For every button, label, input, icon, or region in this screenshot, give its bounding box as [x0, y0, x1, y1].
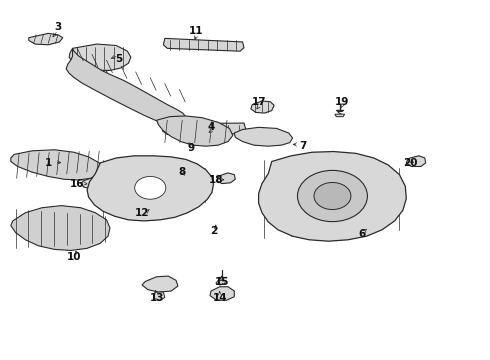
Polygon shape [11, 150, 102, 180]
Polygon shape [128, 201, 163, 216]
Text: 14: 14 [213, 293, 227, 303]
Text: 11: 11 [189, 26, 204, 36]
Polygon shape [162, 123, 246, 134]
Polygon shape [216, 280, 225, 285]
Circle shape [314, 183, 351, 210]
Polygon shape [69, 44, 131, 71]
Text: 7: 7 [299, 141, 307, 151]
Text: 13: 13 [149, 293, 164, 303]
Text: 3: 3 [54, 22, 62, 32]
Text: 20: 20 [403, 158, 417, 168]
Polygon shape [94, 71, 108, 82]
Text: 4: 4 [207, 122, 215, 132]
Polygon shape [259, 152, 406, 241]
Polygon shape [335, 114, 344, 117]
Polygon shape [210, 287, 234, 300]
Circle shape [297, 170, 368, 222]
Polygon shape [81, 177, 104, 189]
Text: 6: 6 [358, 229, 365, 239]
Text: 16: 16 [70, 179, 85, 189]
Polygon shape [154, 292, 165, 300]
Polygon shape [29, 33, 63, 45]
Polygon shape [66, 48, 186, 124]
Polygon shape [87, 156, 214, 221]
Polygon shape [163, 39, 244, 51]
Text: 15: 15 [215, 278, 229, 288]
Text: 9: 9 [188, 143, 195, 153]
Polygon shape [406, 156, 426, 166]
Text: 17: 17 [252, 97, 267, 107]
Circle shape [135, 176, 166, 199]
Text: 1: 1 [45, 158, 52, 168]
Polygon shape [157, 116, 233, 146]
Text: 5: 5 [115, 54, 122, 64]
Text: 12: 12 [135, 208, 149, 218]
Text: 8: 8 [178, 167, 186, 177]
Polygon shape [234, 127, 293, 146]
Text: 10: 10 [67, 252, 81, 261]
Polygon shape [251, 101, 274, 113]
Text: 18: 18 [209, 175, 223, 185]
Polygon shape [11, 206, 110, 251]
Polygon shape [142, 276, 178, 292]
Text: 2: 2 [210, 225, 217, 235]
Polygon shape [217, 173, 235, 184]
Polygon shape [167, 163, 199, 182]
Text: 19: 19 [335, 97, 349, 107]
